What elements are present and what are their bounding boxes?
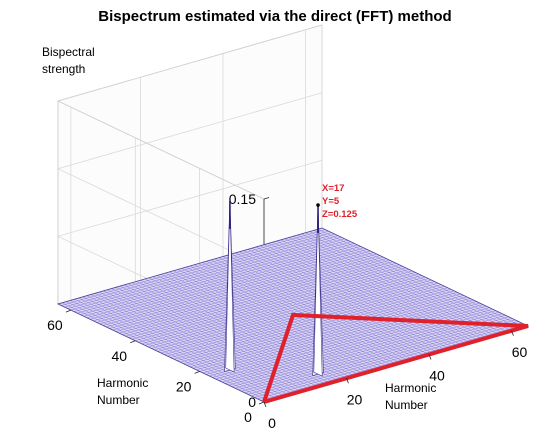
surface-mesh-line (251, 319, 516, 397)
z-axis-label-line-1: Bispectral (42, 45, 95, 59)
surface-mesh-line (80, 238, 345, 315)
surface-mesh-line (234, 312, 500, 389)
z-tick-label: 0.15 (229, 191, 256, 207)
surface-mesh-line (202, 296, 467, 374)
surface-mesh-line (70, 233, 335, 311)
surface-mesh-line (180, 285, 445, 363)
x-tick-mark (263, 401, 267, 408)
surface-mesh-line (206, 298, 471, 375)
surface-mesh-line (157, 275, 422, 352)
surface-mesh-line (148, 270, 413, 348)
surface-mesh-line (135, 264, 400, 341)
surface-mesh-line (90, 243, 355, 320)
surface-mesh-line (254, 321, 519, 398)
x-axis-label-line-1: Harmonic (385, 381, 437, 395)
x-axis-label: Harmonic Number (385, 380, 436, 414)
surface-mesh-line (193, 292, 458, 369)
surface-mesh-line (247, 318, 512, 395)
surface-mesh-line (196, 293, 461, 371)
surface-mesh-line (131, 263, 397, 340)
box-edge (56, 24, 323, 228)
x-tick-mark (428, 354, 432, 360)
surface-mesh-line (93, 244, 358, 322)
surface-mesh-line (173, 282, 438, 360)
peak-spike-face (225, 200, 235, 373)
surface-mesh-line (154, 273, 419, 351)
surface-mesh-line (218, 304, 483, 381)
surface-mesh-line (74, 235, 339, 312)
z-axis-label-line-2: strength (42, 62, 86, 76)
peak-spike-face (313, 204, 323, 377)
surface-mesh-line (83, 240, 348, 317)
y-tick-mark (65, 309, 72, 313)
surface-mesh-line (77, 236, 342, 314)
x-axis-label-line-2: Number (385, 398, 428, 412)
y-tick-label: 0 (244, 409, 252, 425)
z-tick-label: 0 (248, 394, 256, 410)
surface-mesh-line (109, 252, 374, 329)
y-tick-mark (130, 340, 136, 344)
x-tick-label: 60 (512, 344, 528, 360)
surface-mesh-line (212, 301, 477, 378)
surface-mesh-line (167, 279, 432, 357)
peak-annotation-z: Z=0.125 (322, 209, 358, 220)
surface-mesh-line (209, 299, 474, 377)
z-axis-label: Bispectral strength (42, 44, 95, 78)
surface-mesh-line (119, 256, 384, 334)
y-tick-mark (194, 371, 200, 374)
surface-mesh-line (257, 322, 522, 400)
surface-mesh-line (64, 230, 329, 308)
surface-mesh-line (141, 267, 406, 345)
x-tick-mark (346, 378, 349, 384)
surface-mesh-line (244, 316, 509, 394)
surface-mesh-line (199, 295, 464, 372)
y-tick-mark (258, 401, 265, 405)
y-tick-label: 20 (176, 378, 192, 394)
surface-mesh-line (260, 324, 525, 401)
highlight-region-outline (262, 312, 529, 404)
y-tick-label: 60 (47, 317, 63, 333)
surface-mesh-line (115, 255, 380, 332)
y-axis-label-line-2: Number (97, 393, 140, 407)
x-tick-label: 40 (429, 368, 445, 384)
surface-mesh-line (238, 313, 503, 390)
surface-mesh-line (151, 272, 416, 349)
surface-mesh-line (144, 269, 409, 346)
chart-title: Bispectrum estimated via the direct (FFT… (98, 8, 452, 25)
surface-mesh-line (222, 305, 487, 383)
y-axis-label: Harmonic Number (97, 375, 148, 409)
surface-mesh-line (138, 266, 403, 343)
surface-mesh-line (86, 241, 352, 318)
surface-mesh-line (106, 250, 371, 328)
surface-mesh-line (61, 229, 326, 306)
x-tick-label: 20 (347, 391, 363, 407)
surface-mesh-line (112, 253, 377, 331)
x-tick-mark (511, 330, 514, 336)
annotated-point (316, 203, 320, 207)
surface-mesh-line (67, 232, 332, 309)
peak-annotation: X=17 Y=5 Z=0.125 (322, 182, 357, 221)
surface-mesh-line (177, 284, 442, 361)
y-axis-label-line-1: Harmonic (97, 376, 149, 390)
surface-mesh-line (215, 302, 480, 380)
surface-mesh-line (241, 315, 506, 392)
surface-mesh-line (170, 281, 435, 358)
peak-annotation-x: X=17 (322, 183, 345, 194)
surface-mesh-line (103, 249, 368, 326)
surface-mesh-line (128, 261, 393, 338)
surface-mesh-line (122, 258, 387, 335)
y-tick-label: 40 (111, 348, 127, 364)
surface-mesh-line (125, 259, 390, 337)
z-tick-mark (263, 197, 270, 200)
peak-annotation-y: Y=5 (322, 196, 340, 207)
x-tick-label: 0 (268, 415, 276, 431)
